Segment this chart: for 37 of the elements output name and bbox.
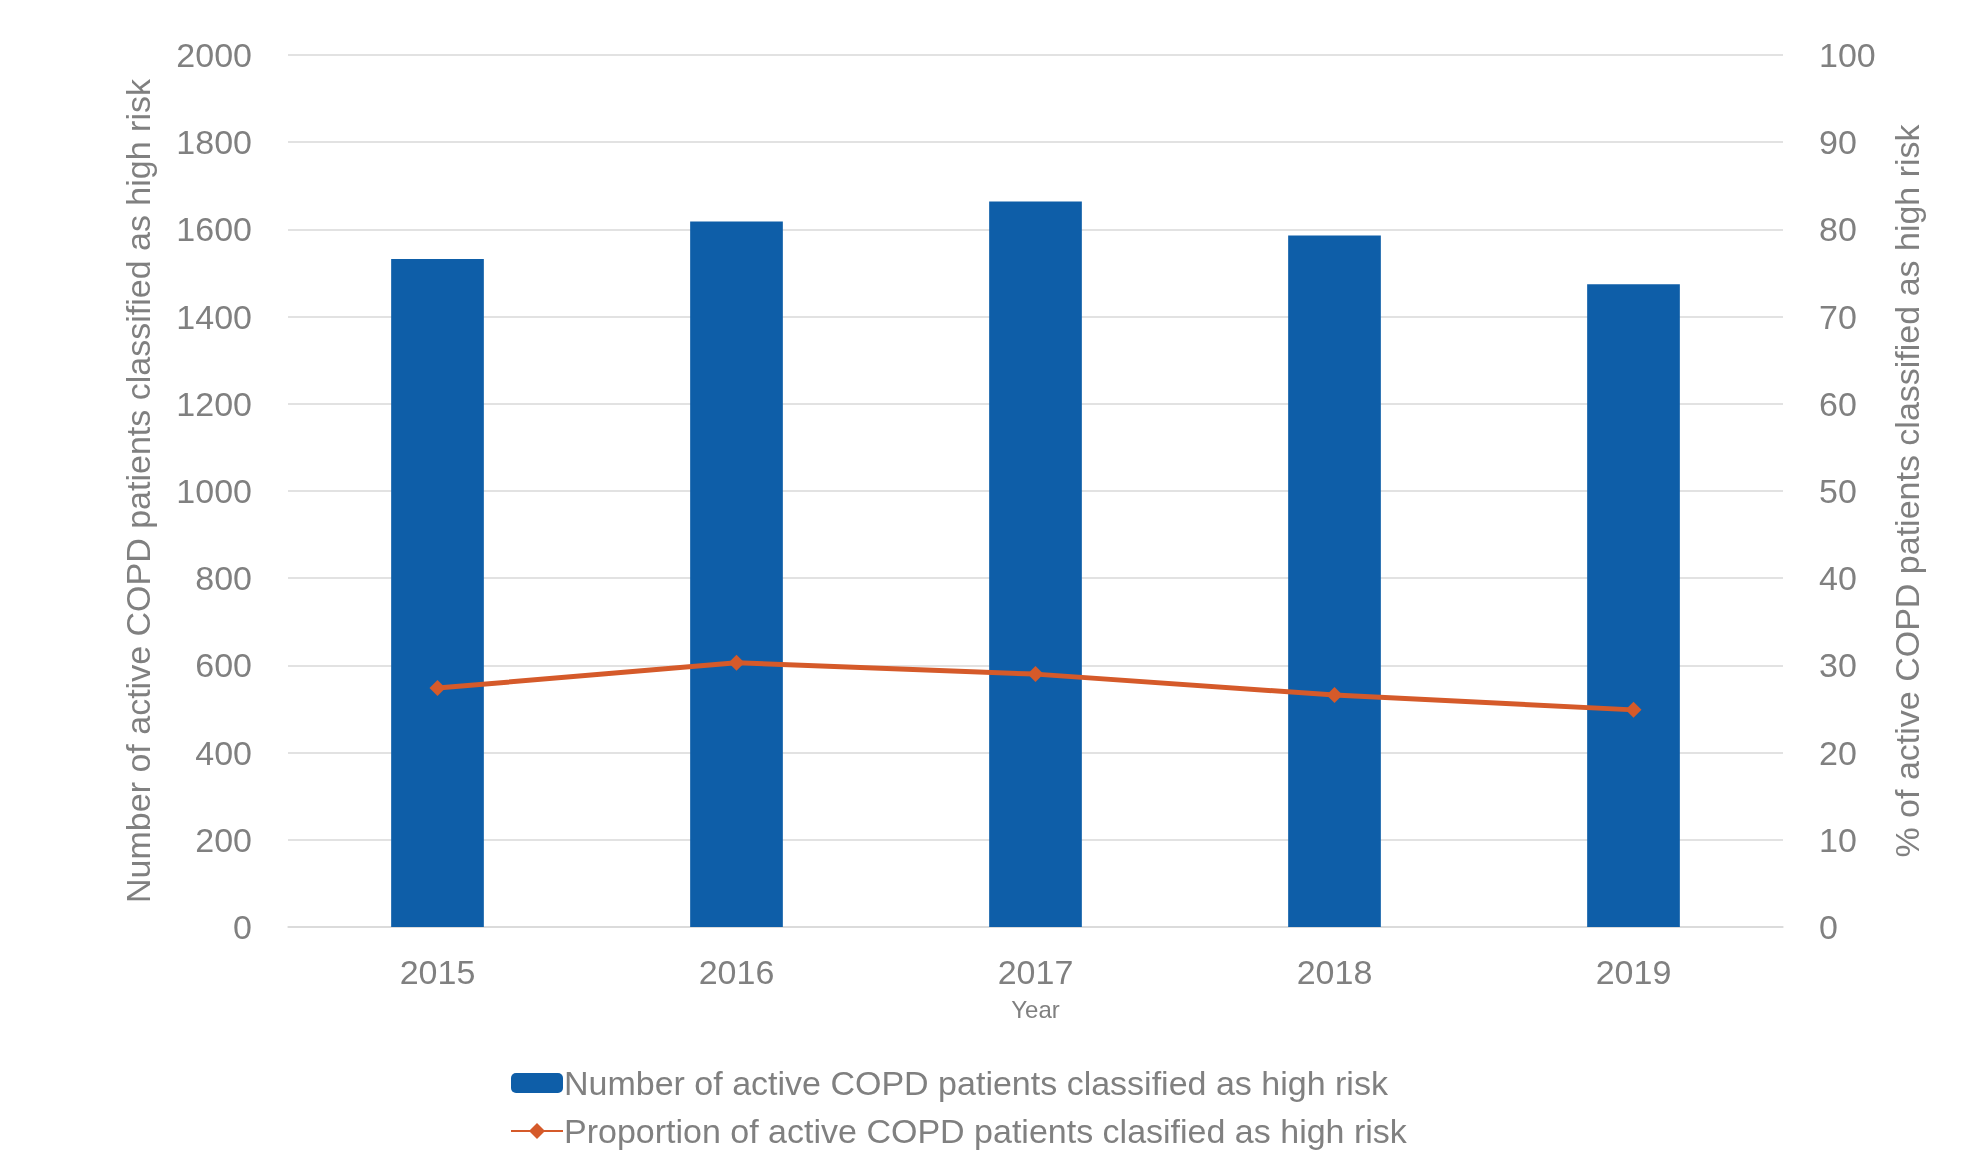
y2-tick-label: 80 — [1819, 210, 1857, 249]
y-tick-label: 400 — [195, 733, 252, 772]
y2-tick-label: 70 — [1819, 297, 1857, 336]
y-tick-label: 800 — [195, 559, 252, 598]
y-tick-label: 1600 — [176, 210, 252, 249]
y2-tick-label: 90 — [1819, 123, 1857, 162]
y-tick-label: 1000 — [176, 472, 252, 510]
point — [1027, 666, 1044, 683]
y2-tick-label: 0 — [1819, 908, 1838, 946]
y-tick-label: 2000 — [176, 36, 252, 74]
point — [1326, 687, 1343, 704]
point — [1625, 701, 1642, 718]
y2-tick-label: 30 — [1819, 646, 1857, 685]
point — [728, 654, 745, 671]
x-tick-label: 2016 — [698, 953, 775, 991]
y2-axis-title: % of active COPD patients classified as high risk — [1887, 123, 1926, 858]
x-tick-label: 2019 — [1595, 953, 1672, 991]
x-tick-label: 2015 — [399, 953, 476, 991]
y2-tick-label: 100 — [1819, 36, 1876, 74]
y-tick-label: 600 — [195, 646, 252, 685]
y-tick-label: 0 — [233, 908, 252, 946]
y2-tick-label: 10 — [1819, 820, 1857, 859]
point — [429, 680, 446, 697]
y-tick-label: 1200 — [176, 384, 252, 423]
y-tick-label: 1400 — [176, 297, 252, 336]
x-tick-label: 2017 — [997, 953, 1074, 991]
x-axis-title: Year — [1011, 995, 1060, 1023]
y2-tick-label: 20 — [1819, 733, 1857, 772]
legend-label: Number of active COPD patients classified as high risk — [564, 1064, 1389, 1102]
x-tick-label: 2018 — [1296, 953, 1373, 991]
y-tick-label: 1800 — [176, 123, 252, 162]
y2-tick-label: 60 — [1819, 384, 1857, 423]
y2-tick-label: 40 — [1819, 559, 1857, 598]
y-tick-label: 200 — [195, 820, 252, 859]
y2-tick-label: 50 — [1819, 472, 1857, 510]
y-axis-title: Number of active COPD patients classified as high risk — [119, 78, 157, 903]
legend-label: Proportion of active COPD patients clasified as high risk — [564, 1112, 1408, 1150]
